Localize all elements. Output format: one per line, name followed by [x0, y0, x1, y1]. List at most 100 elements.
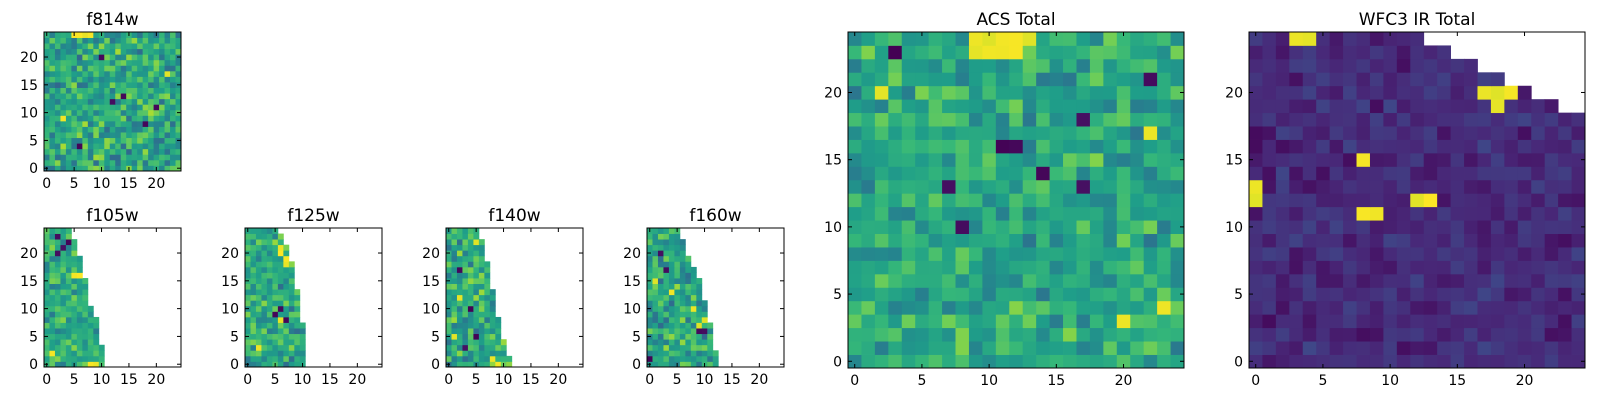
heatmap-cell	[1143, 32, 1158, 46]
heatmap-cell	[76, 87, 83, 94]
heatmap-cell	[54, 233, 61, 240]
heatmap-cell	[701, 339, 708, 346]
heatmap-cell	[1076, 32, 1091, 46]
heatmap-cell	[1329, 220, 1344, 234]
y-tick-label: 5	[29, 133, 38, 149]
heatmap-cell	[1477, 247, 1492, 261]
heatmap-cell	[153, 159, 160, 166]
heatmap-cell	[1289, 233, 1304, 248]
heatmap-cell	[1275, 166, 1290, 181]
heatmap-cell	[1544, 314, 1559, 329]
heatmap-cell	[1571, 179, 1586, 194]
heatmap-cell	[65, 266, 72, 273]
heatmap-cell	[484, 289, 491, 296]
heatmap-cell	[1049, 354, 1064, 369]
heatmap-cell	[1076, 126, 1091, 140]
heatmap-cell	[71, 316, 78, 323]
heatmap-cell	[164, 148, 171, 155]
heatmap-cell	[60, 76, 67, 83]
heatmap-cell	[261, 278, 268, 284]
heatmap-cell	[928, 126, 943, 140]
heatmap-cell	[1143, 354, 1158, 369]
heatmap-cell	[1437, 72, 1451, 87]
heatmap-cell	[250, 255, 257, 262]
heatmap-cell	[1022, 233, 1037, 248]
heatmap-cell	[283, 355, 290, 362]
heatmap-cell	[126, 70, 133, 77]
heatmap-cell	[1396, 152, 1411, 167]
heatmap-cell	[1464, 260, 1478, 275]
heatmap-cell	[131, 48, 138, 55]
heatmap-cell	[1262, 126, 1277, 140]
heatmap-cell	[462, 300, 469, 307]
heatmap-cell	[131, 59, 138, 66]
heatmap-cell	[652, 300, 659, 307]
heatmap-cell	[1423, 206, 1438, 221]
heatmap-cell	[60, 148, 67, 155]
heatmap-cell	[456, 278, 463, 284]
heatmap-cell	[478, 261, 485, 268]
heatmap-cell	[1356, 300, 1371, 315]
heatmap-cell	[49, 233, 56, 240]
heatmap-cell	[245, 294, 251, 301]
heatmap-cell	[652, 289, 659, 296]
heatmap-cell	[164, 70, 171, 77]
x-tick-label: 10	[1381, 373, 1399, 389]
heatmap-cell	[1369, 220, 1384, 234]
heatmap-cell	[245, 344, 251, 351]
heatmap-cell	[65, 65, 72, 72]
heatmap-cell	[126, 82, 133, 88]
heatmap-cell	[294, 311, 301, 318]
heatmap-cell	[1170, 300, 1185, 315]
heatmap-cell	[982, 341, 997, 355]
heatmap-cell	[65, 239, 72, 246]
heatmap-cell	[1063, 179, 1077, 194]
heatmap-cell	[1477, 300, 1492, 315]
heatmap-cell	[848, 260, 862, 275]
heatmap-cell	[277, 255, 284, 262]
heatmap-cell	[848, 166, 862, 181]
heatmap-cell	[272, 266, 279, 273]
heatmap-cell	[120, 154, 127, 161]
heatmap-cell	[861, 341, 876, 355]
heatmap-cell	[299, 333, 306, 340]
heatmap-cell	[54, 70, 61, 77]
heatmap-cell	[49, 328, 56, 335]
heatmap-cell	[1369, 233, 1384, 248]
heatmap-cell	[1517, 85, 1532, 100]
heatmap-cell	[261, 266, 268, 273]
heatmap-cell	[1544, 260, 1559, 275]
heatmap-cell	[294, 355, 301, 362]
heatmap-cell	[1343, 314, 1357, 329]
heatmap-cell	[1558, 112, 1572, 127]
heatmap-cell	[1302, 126, 1317, 140]
heatmap-cell	[1036, 273, 1050, 288]
heatmap-cell	[955, 233, 970, 248]
heatmap-cell	[1089, 72, 1104, 87]
heatmap-cell	[848, 273, 862, 288]
heatmap-cell	[54, 261, 61, 268]
heatmap-cell	[250, 350, 257, 357]
heatmap-cell	[467, 289, 474, 296]
heatmap-cell	[82, 154, 89, 161]
heatmap-cell	[647, 255, 653, 262]
heatmap-cell	[131, 98, 138, 105]
heatmap-cell	[82, 344, 89, 351]
heatmap-cell	[955, 45, 970, 60]
heatmap-cell	[170, 59, 176, 66]
heatmap-cell	[170, 159, 176, 166]
heatmap-cell	[65, 165, 72, 172]
heatmap-cell	[1464, 273, 1478, 288]
heatmap-cell	[1275, 206, 1290, 221]
heatmap-cell	[456, 266, 463, 273]
heatmap-cell	[104, 137, 111, 144]
heatmap-cell	[1531, 152, 1546, 167]
heatmap-cell	[1249, 166, 1263, 181]
heatmap-cell	[1289, 32, 1304, 46]
heatmap-cell	[473, 266, 480, 273]
heatmap-cell	[446, 322, 452, 329]
heatmap-cell	[915, 193, 930, 208]
heatmap-cell	[1089, 45, 1104, 60]
heatmap-cell	[696, 361, 703, 368]
